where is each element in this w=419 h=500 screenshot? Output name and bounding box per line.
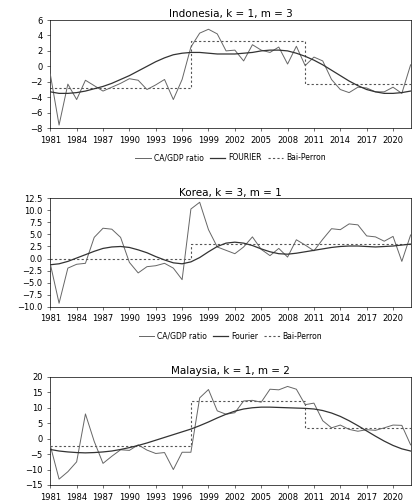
Legend: CA/GDP ratio, Fourier, Bai-Perron: CA/GDP ratio, Fourier, Bai-Perron [135,328,326,344]
Title: Korea, k = 3, m = 1: Korea, k = 3, m = 1 [179,188,282,198]
Title: Indonesia, k = 1, m = 3: Indonesia, k = 1, m = 3 [168,9,292,19]
Legend: CA/GDP ratio, FOURIER, Bai-Perron: CA/GDP ratio, FOURIER, Bai-Perron [132,150,328,166]
Title: Malaysia, k = 1, m = 2: Malaysia, k = 1, m = 2 [171,366,290,376]
